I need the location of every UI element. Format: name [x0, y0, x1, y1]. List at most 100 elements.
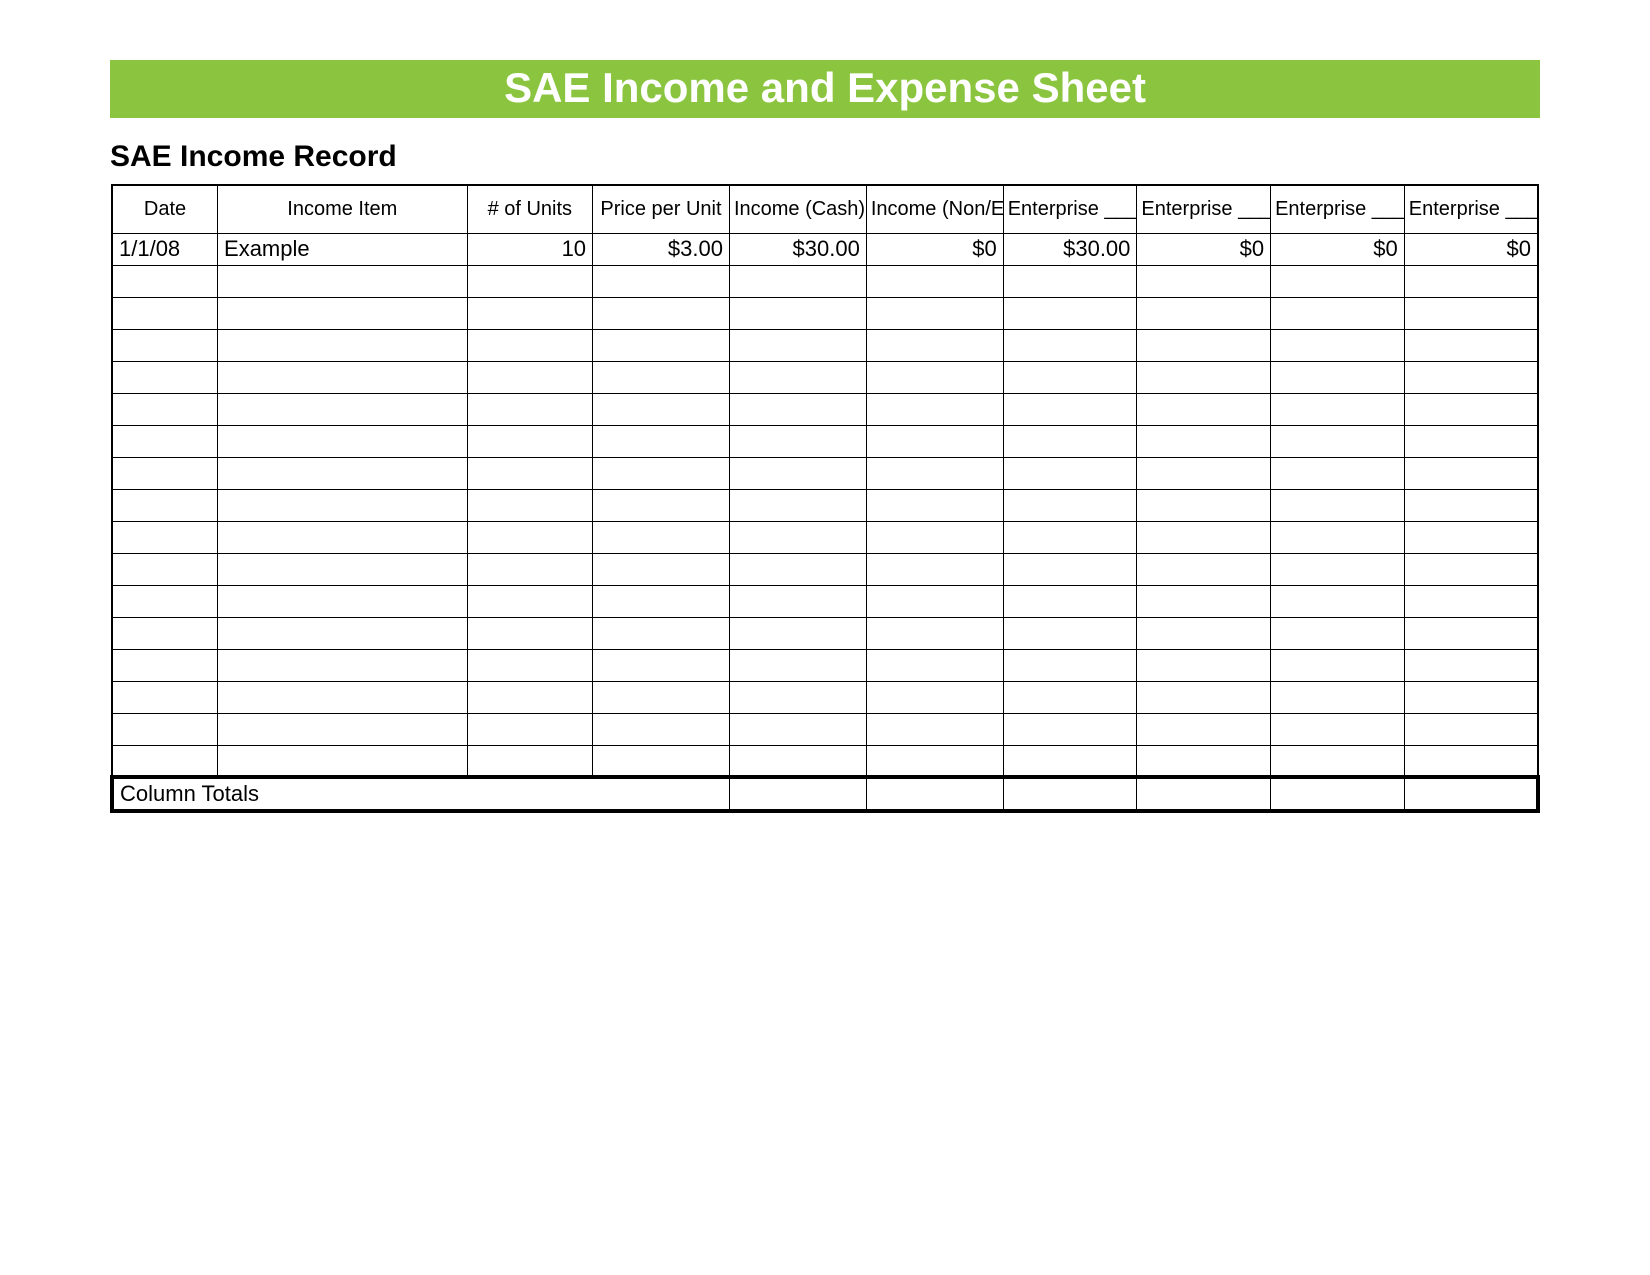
cell-inc_nonexc[interactable] [866, 329, 1003, 361]
cell-ent2[interactable] [1137, 521, 1271, 553]
cell-price[interactable] [593, 489, 730, 521]
cell-date[interactable] [112, 713, 218, 745]
cell-inc_cash[interactable] [729, 681, 866, 713]
cell-inc_cash[interactable] [729, 393, 866, 425]
cell-price[interactable] [593, 585, 730, 617]
cell-inc_nonexc[interactable]: $0 [866, 233, 1003, 265]
cell-units[interactable] [467, 745, 592, 777]
cell-price[interactable] [593, 457, 730, 489]
cell-ent3[interactable] [1271, 553, 1405, 585]
cell-ent2[interactable] [1137, 425, 1271, 457]
cell-price[interactable] [593, 553, 730, 585]
cell-price[interactable] [593, 425, 730, 457]
cell-inc_nonexc[interactable] [866, 681, 1003, 713]
cell-ent2[interactable] [1137, 457, 1271, 489]
cell-price[interactable] [593, 617, 730, 649]
cell-inc_cash[interactable] [729, 297, 866, 329]
cell-ent1[interactable] [1003, 649, 1137, 681]
cell-ent4[interactable] [1404, 521, 1538, 553]
cell-ent4[interactable] [1404, 265, 1538, 297]
cell-date[interactable] [112, 649, 218, 681]
cell-income_item[interactable] [218, 489, 468, 521]
cell-ent1[interactable] [1003, 297, 1137, 329]
cell-inc_cash[interactable] [729, 521, 866, 553]
cell-ent3[interactable] [1271, 393, 1405, 425]
cell-units[interactable] [467, 649, 592, 681]
cell-ent4[interactable] [1404, 489, 1538, 521]
cell-inc_nonexc[interactable] [866, 649, 1003, 681]
cell-ent2[interactable] [1137, 553, 1271, 585]
cell-units[interactable] [467, 521, 592, 553]
cell-units[interactable] [467, 585, 592, 617]
cell-inc_cash[interactable] [729, 361, 866, 393]
cell-ent4[interactable] [1404, 297, 1538, 329]
cell-units[interactable] [467, 329, 592, 361]
cell-price[interactable] [593, 361, 730, 393]
cell-price[interactable] [593, 745, 730, 777]
cell-price[interactable] [593, 393, 730, 425]
cell-ent3[interactable] [1271, 425, 1405, 457]
cell-ent4[interactable] [1404, 361, 1538, 393]
cell-inc_cash[interactable] [729, 745, 866, 777]
cell-inc_nonexc[interactable] [866, 297, 1003, 329]
cell-income_item[interactable] [218, 265, 468, 297]
cell-inc_cash[interactable] [729, 713, 866, 745]
cell-price[interactable]: $3.00 [593, 233, 730, 265]
cell-units[interactable] [467, 681, 592, 713]
cell-date[interactable] [112, 265, 218, 297]
cell-inc_cash[interactable] [729, 617, 866, 649]
cell-date[interactable]: 1/1/08 [112, 233, 218, 265]
cell-ent4[interactable] [1404, 745, 1538, 777]
cell-ent3[interactable] [1271, 521, 1405, 553]
cell-income_item[interactable] [218, 681, 468, 713]
cell-ent2[interactable] [1137, 393, 1271, 425]
cell-units[interactable] [467, 713, 592, 745]
cell-date[interactable] [112, 361, 218, 393]
cell-ent2[interactable] [1137, 585, 1271, 617]
cell-inc_nonexc[interactable] [866, 425, 1003, 457]
cell-units[interactable] [467, 425, 592, 457]
cell-ent4[interactable] [1404, 713, 1538, 745]
cell-ent1[interactable] [1003, 681, 1137, 713]
cell-date[interactable] [112, 489, 218, 521]
cell-date[interactable] [112, 393, 218, 425]
cell-date[interactable] [112, 585, 218, 617]
cell-date[interactable] [112, 425, 218, 457]
cell-units[interactable] [467, 393, 592, 425]
cell-units[interactable] [467, 457, 592, 489]
cell-income_item[interactable] [218, 425, 468, 457]
cell-inc_nonexc[interactable] [866, 265, 1003, 297]
cell-date[interactable] [112, 329, 218, 361]
cell-ent2[interactable] [1137, 265, 1271, 297]
cell-ent4[interactable] [1404, 457, 1538, 489]
cell-ent4[interactable] [1404, 329, 1538, 361]
cell-price[interactable] [593, 297, 730, 329]
cell-ent1[interactable] [1003, 617, 1137, 649]
cell-inc_nonexc[interactable] [866, 393, 1003, 425]
cell-ent1[interactable] [1003, 713, 1137, 745]
cell-inc_nonexc[interactable] [866, 585, 1003, 617]
cell-inc_cash[interactable] [729, 265, 866, 297]
cell-price[interactable] [593, 713, 730, 745]
cell-ent3[interactable] [1271, 585, 1405, 617]
cell-units[interactable] [467, 361, 592, 393]
cell-ent3[interactable] [1271, 713, 1405, 745]
cell-date[interactable] [112, 521, 218, 553]
cell-units[interactable] [467, 553, 592, 585]
cell-income_item[interactable] [218, 297, 468, 329]
cell-ent3[interactable] [1271, 681, 1405, 713]
cell-ent1[interactable] [1003, 745, 1137, 777]
cell-ent4[interactable] [1404, 425, 1538, 457]
cell-inc_nonexc[interactable] [866, 553, 1003, 585]
cell-ent1[interactable] [1003, 553, 1137, 585]
cell-ent3[interactable]: $0 [1271, 233, 1405, 265]
cell-ent2[interactable] [1137, 329, 1271, 361]
cell-ent2[interactable] [1137, 649, 1271, 681]
cell-inc_nonexc[interactable] [866, 361, 1003, 393]
cell-income_item[interactable]: Example [218, 233, 468, 265]
cell-income_item[interactable] [218, 393, 468, 425]
cell-price[interactable] [593, 649, 730, 681]
cell-ent4[interactable] [1404, 553, 1538, 585]
cell-ent1[interactable] [1003, 489, 1137, 521]
cell-ent2[interactable] [1137, 617, 1271, 649]
